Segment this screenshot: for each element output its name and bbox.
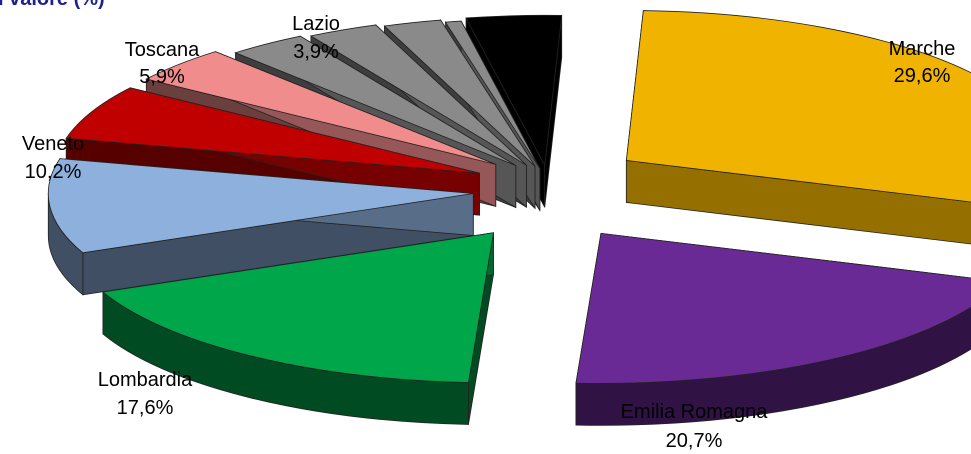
value-marche: 29,6% xyxy=(894,65,951,87)
slice-top xyxy=(145,51,496,165)
slice-lombardia xyxy=(102,232,494,425)
slice-top xyxy=(309,24,527,166)
slice-top xyxy=(383,19,536,167)
value-toscana: 5,9% xyxy=(139,66,185,88)
value-emilia-romagna: 20,7% xyxy=(666,430,723,452)
slice-emilia-romagna xyxy=(575,232,971,426)
pie-slices xyxy=(47,10,971,426)
label-marche: Marche xyxy=(889,38,956,60)
label-toscana: Toscana xyxy=(125,39,200,61)
slice-top xyxy=(444,20,541,169)
slice-top xyxy=(625,10,971,203)
slice-top xyxy=(575,232,971,384)
slice-top xyxy=(234,35,516,166)
slice-top xyxy=(65,87,480,174)
slice-marche xyxy=(625,10,971,245)
label-lazio: Lazio xyxy=(292,13,340,35)
slice-veneto xyxy=(47,158,474,296)
value-veneto: 10,2% xyxy=(25,161,82,183)
label-veneto: Veneto xyxy=(22,133,84,155)
label-lombardia: Lombardia xyxy=(98,369,193,391)
label-emilia-romagna: Emilia Romagna xyxy=(621,401,769,423)
slice-top xyxy=(102,232,494,383)
slice-top xyxy=(47,158,474,254)
slice-top xyxy=(465,14,563,167)
chart-title: I valore (%) xyxy=(0,0,105,10)
value-lombardia: 17,6% xyxy=(117,397,174,419)
value-lazio: 3,9% xyxy=(293,41,339,63)
